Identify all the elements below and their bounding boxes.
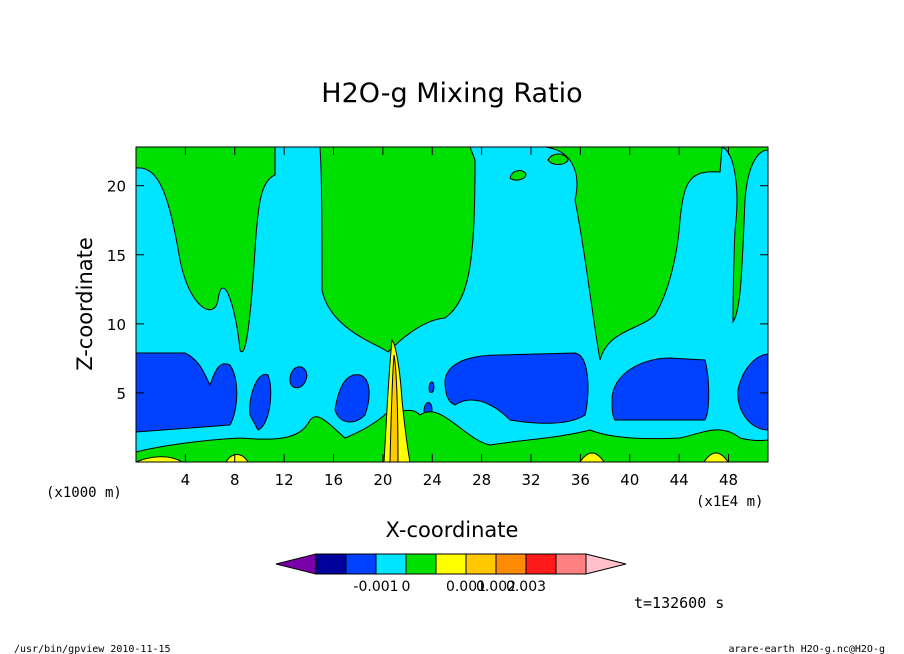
x-tick-label: 36 xyxy=(571,471,590,489)
colorbar-swatch xyxy=(465,553,497,575)
colorbar-swatch xyxy=(435,553,467,575)
dry-tongue-3 xyxy=(721,147,768,324)
colorbar-swatch xyxy=(405,553,437,575)
colorbar-swatch xyxy=(525,553,557,575)
plot-frame xyxy=(135,146,769,463)
footer-right: arare-earth_H2O-g.nc@H2O-g xyxy=(728,644,885,654)
colorbar-under-arrow xyxy=(275,553,317,575)
x-tick-label: 8 xyxy=(230,471,240,489)
plot-area xyxy=(136,147,768,462)
y-tick-label: 20 xyxy=(107,178,126,196)
colorbar-label: -0.001 xyxy=(353,579,398,595)
colorbar-swatch xyxy=(315,553,347,575)
blue-lens-2 xyxy=(249,373,272,431)
colorbar-swatch xyxy=(495,553,527,575)
x-tick-label: 40 xyxy=(620,471,639,489)
y-tick-label: 5 xyxy=(116,385,126,403)
footer-left: /usr/bin/gpview 2010-11-15 xyxy=(14,644,171,654)
orange-core xyxy=(389,354,399,462)
colorbar-swatch xyxy=(345,553,377,575)
x-tick-label: 44 xyxy=(670,471,689,489)
x-tick-label: 28 xyxy=(472,471,491,489)
x-axis-label: X-coordinate xyxy=(386,518,519,542)
time-label: t=132600 s xyxy=(634,594,724,612)
top-blob xyxy=(509,170,527,181)
colorbar-swatch xyxy=(555,553,587,575)
x-unit-right: (x1E4 m) xyxy=(696,494,763,510)
x-tick-label: 48 xyxy=(719,471,738,489)
surface-band xyxy=(136,409,768,462)
colorbar-over-arrow xyxy=(585,553,627,575)
x-unit-left: (x1000 m) xyxy=(46,485,122,501)
dry-tongue-1 xyxy=(136,147,276,353)
dry-tongue-2 xyxy=(544,147,723,361)
x-axis-ticks: 4 8 12 16 20 24 28 32 36 40 44 48 xyxy=(181,147,738,489)
blue-lens-9 xyxy=(428,381,435,393)
x-tick-label: 4 xyxy=(181,471,191,489)
blue-lens-1 xyxy=(136,352,238,433)
y-axis-label: Z-coordinate xyxy=(73,237,97,371)
colorbar-label: 0.002 xyxy=(476,579,516,595)
blue-lens-7 xyxy=(737,353,768,431)
x-tick-label: 24 xyxy=(423,471,442,489)
x-tick-label: 32 xyxy=(521,471,540,489)
y-axis-ticks: 5 10 15 20 xyxy=(107,178,768,403)
colorbar-swatch xyxy=(375,553,407,575)
x-tick-label: 16 xyxy=(324,471,343,489)
blue-lens-5 xyxy=(444,352,589,424)
y-tick-label: 15 xyxy=(107,247,126,265)
central-column xyxy=(319,147,476,353)
colorbar-label: 0.001 xyxy=(446,579,486,595)
blue-lens-3 xyxy=(289,366,308,389)
y-tick-label: 10 xyxy=(107,316,126,334)
x-tick-label: 12 xyxy=(275,471,294,489)
x-tick-label: 20 xyxy=(373,471,392,489)
colorbar-label: 0 xyxy=(402,579,411,595)
blue-lens-4 xyxy=(334,374,370,423)
chart-title: H2O-g Mixing Ratio xyxy=(321,78,582,109)
top-right-patch xyxy=(547,153,569,165)
blue-lens-6 xyxy=(611,357,710,421)
colorbar-label: 0.003 xyxy=(506,579,546,595)
